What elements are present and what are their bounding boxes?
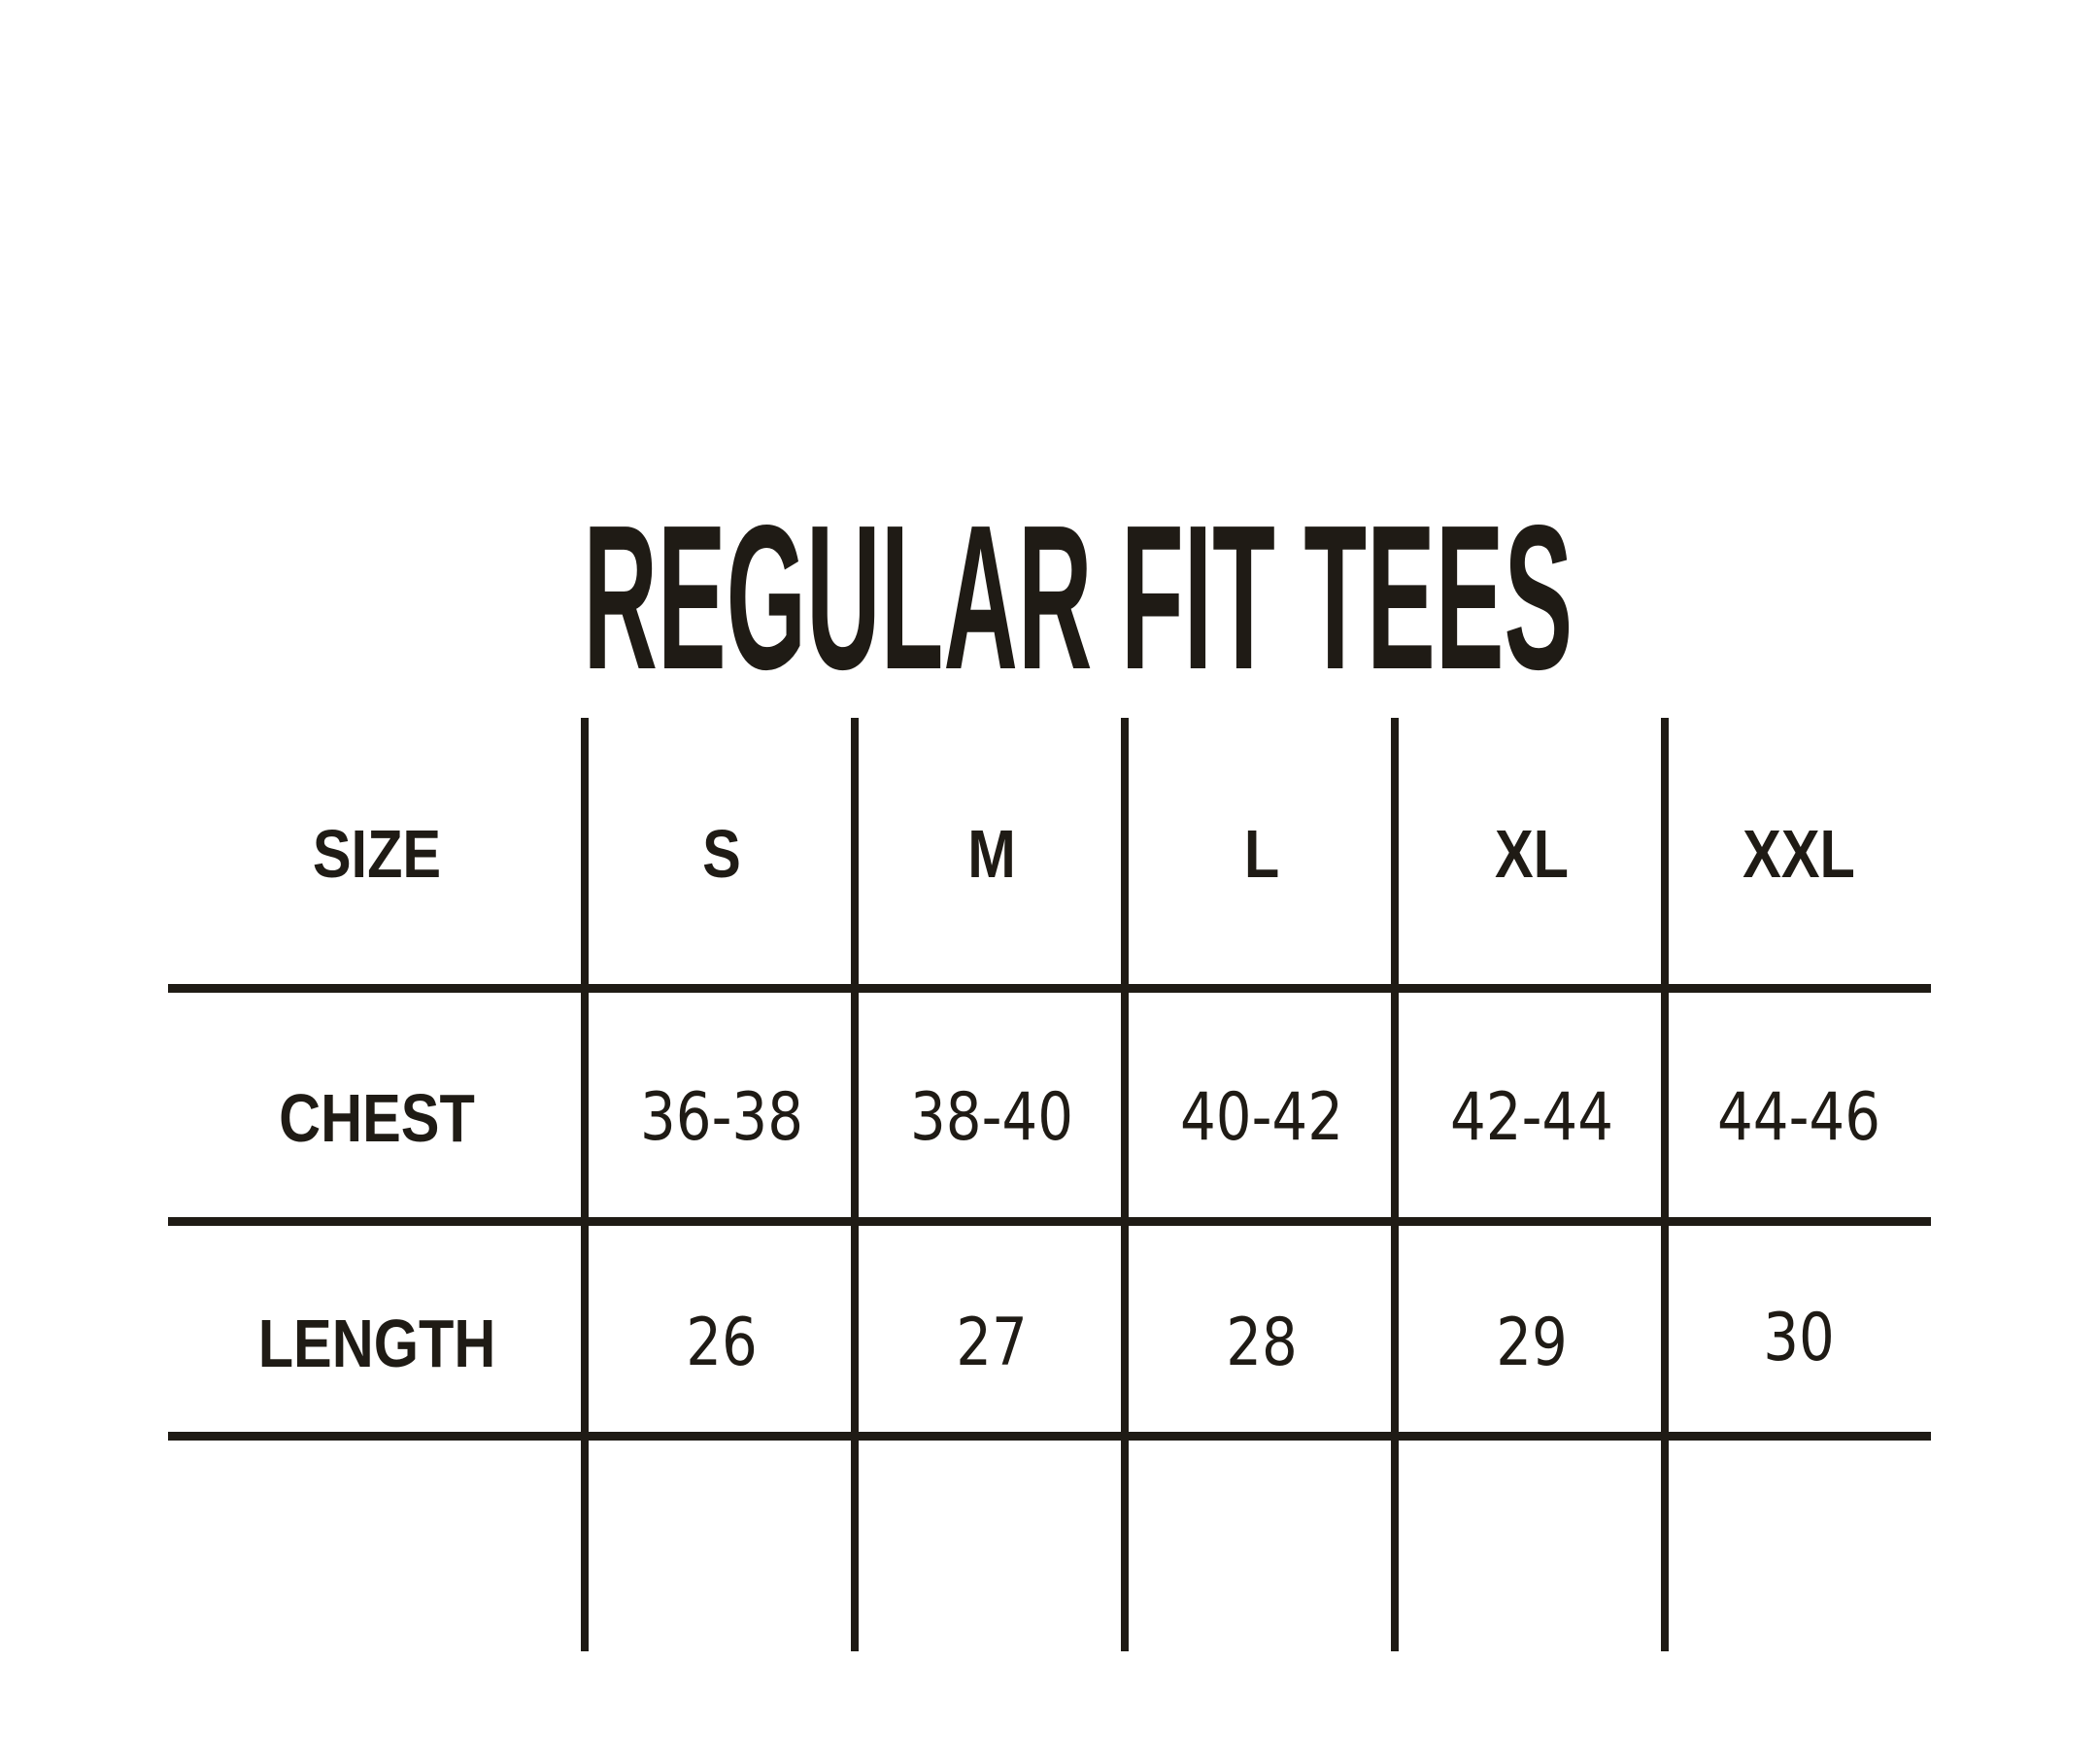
grid-hline-3 — [168, 1432, 1931, 1441]
length-value-xxl: 30 — [1763, 1300, 1835, 1376]
chest-value-l: 40-42 — [1180, 1079, 1343, 1156]
column-header-s: S — [702, 816, 741, 892]
row-label-chest: CHEST — [279, 1080, 475, 1156]
length-value-s: 26 — [686, 1305, 758, 1381]
grid-vline-5 — [1661, 718, 1669, 1651]
length-value-l: 28 — [1226, 1305, 1298, 1381]
column-header-m: M — [967, 816, 1016, 892]
grid-vline-1 — [581, 718, 589, 1651]
chest-value-xxl: 44-46 — [1717, 1079, 1880, 1156]
chest-value-m: 38-40 — [910, 1079, 1073, 1156]
column-header-xxl: XXL — [1743, 816, 1855, 892]
grid-hline-1 — [168, 984, 1931, 993]
grid-vline-3 — [1121, 718, 1129, 1651]
length-value-m: 27 — [956, 1305, 1028, 1381]
grid-hline-2 — [168, 1217, 1931, 1226]
column-header-l: L — [1243, 816, 1280, 892]
chest-value-s: 36-38 — [640, 1079, 803, 1156]
grid-vline-2 — [851, 718, 859, 1651]
chest-value-xl: 42-44 — [1450, 1079, 1613, 1156]
page-title: REGULAR FIT TEES — [0, 493, 2098, 701]
page-title-text: REGULAR FIT TEES — [583, 482, 1574, 712]
length-value-xl: 29 — [1496, 1305, 1568, 1381]
row-label-size: SIZE — [312, 816, 442, 892]
row-label-length: LENGTH — [257, 1306, 496, 1381]
column-header-xl: XL — [1494, 816, 1570, 892]
grid-vline-4 — [1391, 718, 1399, 1651]
